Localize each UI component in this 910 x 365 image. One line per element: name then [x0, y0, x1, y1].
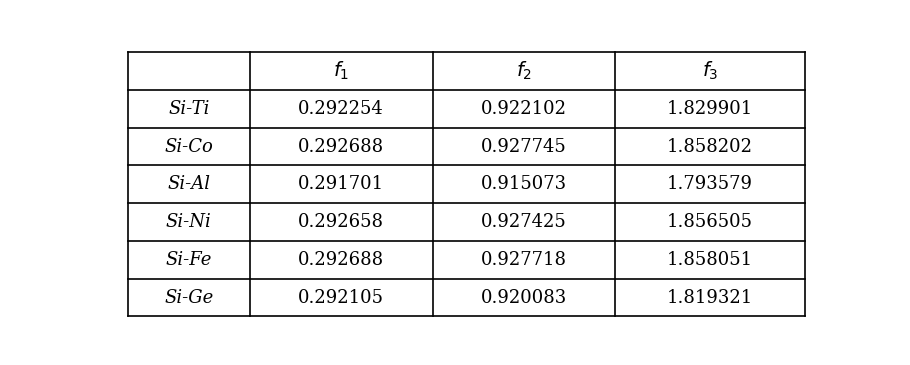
Text: 1.858051: 1.858051 [667, 251, 753, 269]
Text: 0.927745: 0.927745 [481, 138, 567, 155]
Text: 0.927718: 0.927718 [480, 251, 567, 269]
Text: 0.922102: 0.922102 [480, 100, 567, 118]
Text: 1.793579: 1.793579 [667, 175, 753, 193]
Text: 0.292688: 0.292688 [298, 138, 384, 155]
Text: Si-Co: Si-Co [165, 138, 213, 155]
Text: 1.819321: 1.819321 [667, 289, 753, 307]
Text: $f_2$: $f_2$ [516, 60, 532, 82]
Text: 1.829901: 1.829901 [667, 100, 753, 118]
Text: 1.858202: 1.858202 [667, 138, 753, 155]
Text: 0.915073: 0.915073 [480, 175, 567, 193]
Text: 0.927425: 0.927425 [481, 213, 567, 231]
Text: Si-Ge: Si-Ge [164, 289, 214, 307]
Text: Si-Al: Si-Al [167, 175, 210, 193]
Text: 0.292105: 0.292105 [298, 289, 384, 307]
Text: 0.292254: 0.292254 [298, 100, 384, 118]
Text: 0.292658: 0.292658 [298, 213, 384, 231]
Text: Si-Fe: Si-Fe [166, 251, 212, 269]
Text: 1.856505: 1.856505 [667, 213, 753, 231]
Text: 0.920083: 0.920083 [480, 289, 567, 307]
Text: 0.291701: 0.291701 [298, 175, 384, 193]
Text: $f_1$: $f_1$ [333, 60, 349, 82]
Text: Si-Ti: Si-Ti [168, 100, 209, 118]
Text: $f_3$: $f_3$ [702, 60, 718, 82]
Text: 0.292688: 0.292688 [298, 251, 384, 269]
Text: Si-Ni: Si-Ni [166, 213, 212, 231]
